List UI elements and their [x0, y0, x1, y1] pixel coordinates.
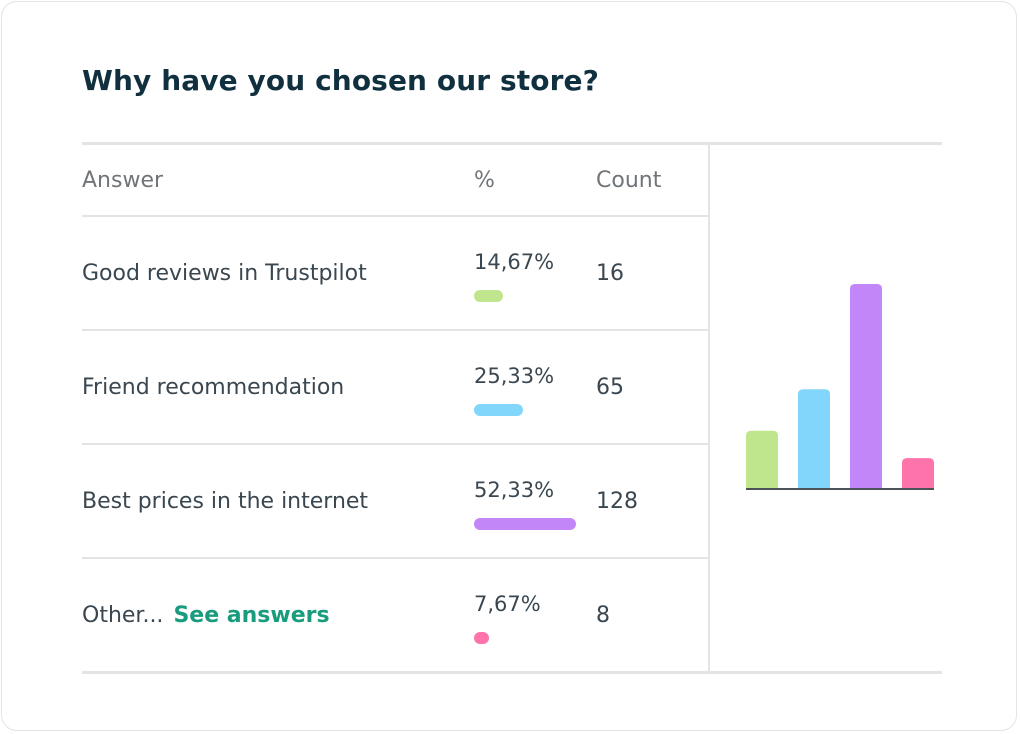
row-divider	[82, 329, 708, 331]
survey-title: Why have you chosen our store?	[82, 64, 599, 97]
count-value: 65	[596, 375, 624, 400]
count-value: 128	[596, 489, 638, 514]
percent-label: 7,67%	[474, 592, 541, 616]
percent-bar	[474, 518, 576, 530]
answer-other-text: Other...	[82, 603, 164, 628]
table-top-rule	[82, 142, 942, 145]
chart-bar	[850, 284, 882, 488]
table-bottom-rule	[82, 671, 942, 674]
column-header-answer: Answer	[82, 168, 164, 193]
chart-bar	[746, 430, 778, 488]
see-answers-link[interactable]: See answers	[173, 603, 330, 628]
answer-label: Other... See answers	[82, 603, 330, 628]
count-value: 8	[596, 603, 610, 628]
column-header-percent: %	[474, 168, 495, 193]
answer-label: Best prices in the internet	[82, 489, 369, 514]
percent-bar	[474, 290, 503, 302]
table-chart-divider	[708, 145, 710, 671]
row-divider	[82, 557, 708, 559]
row-divider	[82, 215, 708, 217]
count-value: 16	[596, 261, 624, 286]
percent-bar	[474, 404, 523, 416]
percent-label: 25,33%	[474, 364, 555, 388]
row-divider	[82, 443, 708, 445]
percent-label: 52,33%	[474, 478, 555, 502]
bar-chart	[746, 284, 934, 490]
percent-label: 14,67%	[474, 250, 555, 274]
column-header-count: Count	[596, 168, 662, 193]
answer-label: Good reviews in Trustpilot	[82, 261, 367, 286]
chart-bar	[798, 389, 830, 488]
chart-bar	[902, 458, 934, 488]
answer-label: Friend recommendation	[82, 375, 345, 400]
percent-bar	[474, 632, 489, 644]
